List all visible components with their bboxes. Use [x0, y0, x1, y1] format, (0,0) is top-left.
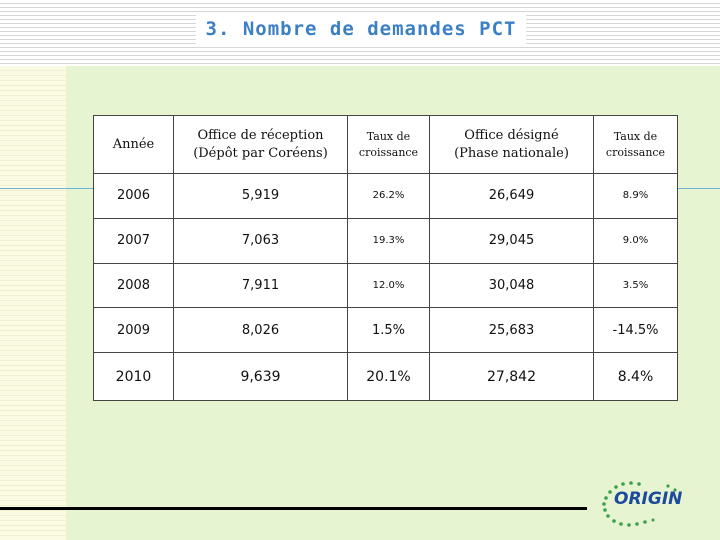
cell-year: 2006 — [93, 173, 174, 219]
header-receiving-office: Office de réception (Dépôt par Coréens) — [173, 115, 348, 174]
header-receiving-office-line1: Office de réception — [197, 127, 324, 143]
origin-logo-icon — [602, 481, 682, 527]
cell-designated-office: 27,842 — [429, 352, 594, 401]
cell-receiving-office: 5,919 — [173, 173, 348, 219]
header-designated-office-line2: (Phase nationale) — [454, 145, 569, 161]
cell-year: 2008 — [93, 262, 174, 309]
footer-rule — [0, 507, 587, 510]
cell-receiving-office: 7,063 — [173, 217, 348, 264]
cell-growth-rate-2: 9.0% — [593, 217, 678, 264]
header-growth-rate-1: Taux de croissance — [347, 115, 430, 174]
table-row: 2008 7,911 12.0% 30,048 3.5% — [93, 262, 678, 309]
cell-growth-rate-1: 26.2% — [347, 173, 430, 219]
header-growth-rate-1-line1: Taux de — [366, 129, 411, 143]
table-row: 2006 5,919 26.2% 26,649 8.9% — [93, 173, 678, 219]
table-row: 2009 8,026 1.5% 25,683 -14.5% — [93, 307, 678, 354]
cell-growth-rate-1: 19.3% — [347, 217, 430, 264]
cell-designated-office: 25,683 — [429, 307, 594, 354]
cell-year: 2010 — [93, 352, 174, 401]
header-growth-rate-2: Taux de croissance — [593, 115, 678, 174]
slide-title: 3. Nombre de demandes PCT — [205, 18, 517, 40]
title-box: 3. Nombre de demandes PCT — [196, 14, 526, 44]
cell-growth-rate-2: 3.5% — [593, 262, 678, 309]
cell-receiving-office: 7,911 — [173, 262, 348, 309]
header-receiving-office-line2: (Dépôt par Coréens) — [193, 145, 328, 161]
header-growth-rate-1-line2: croissance — [358, 145, 419, 159]
cell-growth-rate-1: 12.0% — [347, 262, 430, 309]
cell-designated-office: 30,048 — [429, 262, 594, 309]
cell-receiving-office: 8,026 — [173, 307, 348, 354]
cell-year: 2009 — [93, 307, 174, 354]
cell-growth-rate-2: 8.9% — [593, 173, 678, 219]
cell-growth-rate-1: 1.5% — [347, 307, 430, 354]
table-row: 2010 9,639 20.1% 27,842 8.4% — [93, 352, 678, 401]
table-header-row: Année Office de réception (Dépôt par Cor… — [93, 115, 678, 174]
divider-line-right — [676, 188, 720, 189]
cell-receiving-office: 9,639 — [173, 352, 348, 401]
cell-designated-office: 26,649 — [429, 173, 594, 219]
pct-data-table: Année Office de réception (Dépôt par Cor… — [93, 115, 678, 401]
header-designated-office: Office désigné (Phase nationale) — [429, 115, 594, 174]
cell-growth-rate-1: 20.1% — [347, 352, 430, 401]
header-growth-rate-2-line1: Taux de — [613, 129, 658, 143]
header-growth-rate-2-line2: croissance — [605, 145, 666, 159]
header-year-label: Année — [112, 136, 155, 152]
table-row: 2007 7,063 19.3% 29,045 9.0% — [93, 217, 678, 264]
header-year: Année — [93, 115, 174, 174]
origin-logo-text: ORIGIN — [614, 489, 683, 509]
header-designated-office-line1: Office désigné — [464, 127, 559, 143]
cell-growth-rate-2: 8.4% — [593, 352, 678, 401]
cell-designated-office: 29,045 — [429, 217, 594, 264]
left-decorative-strip — [0, 66, 66, 540]
cell-year: 2007 — [93, 217, 174, 264]
cell-growth-rate-2: -14.5% — [593, 307, 678, 354]
divider-line-left — [0, 188, 94, 189]
